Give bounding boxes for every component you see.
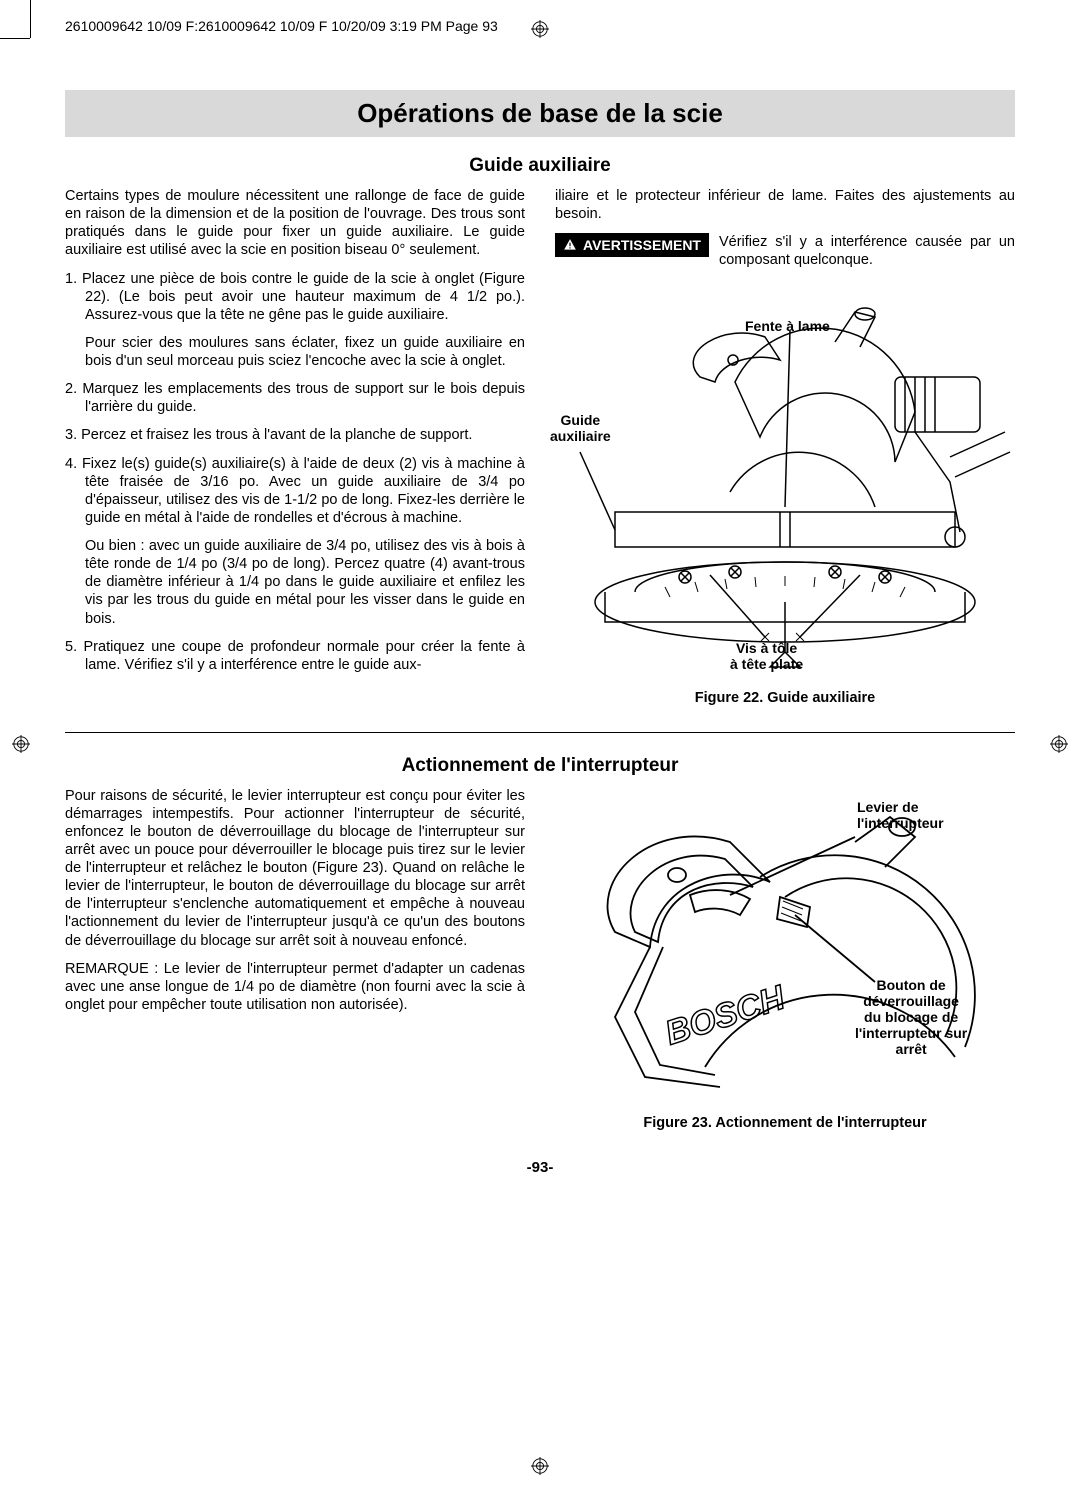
figure23: BOSCH Levier de l'interrupteur Bouton de… [555,787,1015,1107]
label-fente: Fente à lame [745,318,830,334]
section2-heading: Actionnement de l'interrupteur [65,755,1015,777]
crop-mark [30,0,31,38]
warning-row: AVERTISSEMENT Vérifiez s'il y a interfér… [555,233,1015,269]
para2: REMARQUE : Le levier de l'interrupteur p… [65,960,525,1014]
figure22: Fente à lame Guide auxiliaire Vis à tôle… [555,282,1015,682]
continuation-text: iliaire et le protecteur inférieur de la… [555,187,1015,223]
warning-triangle-icon [563,238,577,252]
section1-columns: Certains types de moulure nécessitent un… [65,187,1015,706]
step3: 3. Percez et fraisez les trous à l'avant… [65,426,525,444]
intro-text: Certains types de moulure nécessitent un… [65,187,525,260]
label-levier: Levier de l'interrupteur [857,799,944,831]
section2-right-col: BOSCH Levier de l'interrupteur Bouton de… [555,787,1015,1131]
para1: Pour raisons de sécurité, le levier inte… [65,787,525,950]
registration-mark-icon [531,1457,549,1475]
step5: 5. Pratiquez une coupe de profondeur nor… [65,638,525,674]
warning-text: Vérifiez s'il y a interférence causée pa… [719,233,1015,269]
print-header: 2610009642 10/09 F:2610009642 10/09 F 10… [65,18,498,34]
section1-right-col: iliaire et le protecteur inférieur de la… [555,187,1015,706]
warning-label: AVERTISSEMENT [583,237,701,253]
label-vis: Vis à tôle à tête plate [730,640,803,672]
page-title: Opérations de base de la scie [65,90,1015,137]
section-divider [65,732,1015,733]
figure23-caption: Figure 23. Actionnement de l'interrupteu… [555,1115,1015,1131]
step2: 2. Marquez les emplacements des trous de… [65,380,525,416]
warning-badge: AVERTISSEMENT [555,233,709,257]
section2-columns: Pour raisons de sécurité, le levier inte… [65,787,1015,1131]
step1b: Pour scier des moulures sans éclater, fi… [65,334,525,370]
registration-mark-icon [531,20,549,38]
label-guide: Guide auxiliaire [550,412,611,444]
section1-left-col: Certains types de moulure nécessitent un… [65,187,525,706]
registration-mark-icon [1050,735,1068,753]
step4: 4. Fixez le(s) guide(s) auxiliaire(s) à … [65,455,525,528]
label-bouton: Bouton de déverrouillage du blocage de l… [855,977,967,1057]
step1: 1. Placez une pièce de bois contre le gu… [65,270,525,324]
miter-saw-illustration [555,282,1015,682]
page-number: -93- [65,1159,1015,1176]
registration-mark-icon [12,735,30,753]
figure22-caption: Figure 22. Guide auxiliaire [555,690,1015,706]
page-content: Opérations de base de la scie Guide auxi… [65,90,1015,1176]
step4b: Ou bien : avec un guide auxiliaire de 3/… [65,537,525,628]
section2-left-col: Pour raisons de sécurité, le levier inte… [65,787,525,1131]
section1-heading: Guide auxiliaire [65,155,1015,177]
switch-illustration: BOSCH [555,787,1015,1107]
crop-mark [0,38,30,39]
